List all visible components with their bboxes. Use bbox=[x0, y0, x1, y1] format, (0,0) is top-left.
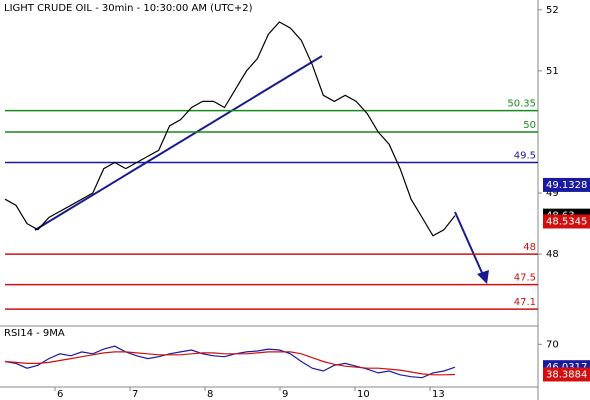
price-tag-label: 49.1328 bbox=[546, 180, 587, 191]
x-tick-label: 6 bbox=[57, 389, 63, 400]
y-tick-label: 49 bbox=[546, 188, 559, 199]
price-tag-label: 48.5345 bbox=[546, 216, 587, 227]
price-tag bbox=[543, 177, 590, 192]
y-tick-label: 51 bbox=[546, 66, 559, 77]
arrow-head bbox=[477, 270, 489, 284]
level-label: 50 bbox=[523, 120, 536, 131]
series-line bbox=[4, 21, 456, 237]
forecast-arrow bbox=[454, 211, 484, 276]
y-tick-label: 52 bbox=[546, 5, 559, 16]
trend-line bbox=[34, 55, 323, 231]
chart-title: LIGHT CRUDE OIL - 30min - 10:30:00 AM (U… bbox=[4, 3, 253, 14]
level-label: 47.1 bbox=[514, 297, 536, 308]
x-tick-label: 10 bbox=[357, 389, 370, 400]
y-tick-label: 70 bbox=[546, 339, 559, 350]
price-tag bbox=[543, 367, 590, 382]
x-tick-label: 13 bbox=[432, 389, 445, 400]
level-label: 48 bbox=[523, 242, 536, 253]
series-line bbox=[4, 345, 456, 379]
series-line bbox=[4, 351, 456, 376]
x-tick-label: 8 bbox=[207, 389, 213, 400]
level-label: 47.5 bbox=[514, 273, 536, 284]
x-tick-label: 7 bbox=[132, 389, 138, 400]
price-tag bbox=[543, 214, 590, 229]
x-tick-label: 9 bbox=[282, 389, 288, 400]
y-tick-label: 48 bbox=[546, 249, 559, 260]
rsi-title: RSI14 - 9MA bbox=[4, 328, 65, 339]
level-label: 49.5 bbox=[514, 151, 536, 162]
price-tag-label: 38.3884 bbox=[546, 369, 587, 380]
level-label: 50.35 bbox=[507, 99, 536, 110]
